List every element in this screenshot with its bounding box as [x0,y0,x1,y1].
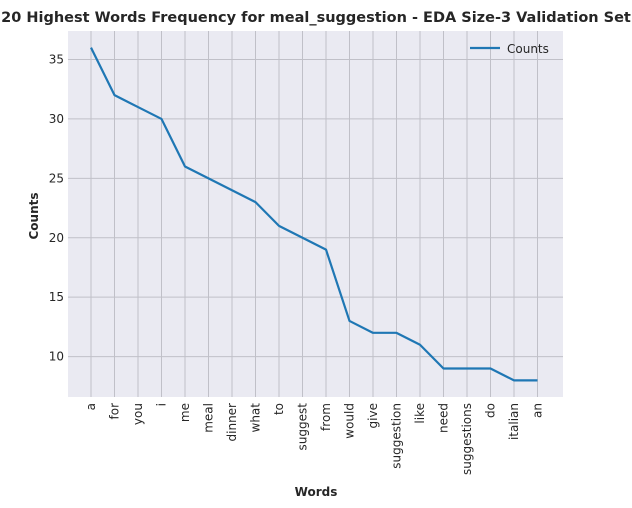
grid [68,31,563,397]
x-tick-label: i [155,403,169,406]
x-tick-label: meal [202,403,216,433]
series-line-counts [90,47,538,382]
x-tick-label: like [413,403,427,424]
y-tick-label: 10 [49,350,64,364]
x-tick-label: suggest [296,403,310,451]
y-axis-label: Counts [27,192,41,239]
x-tick-label: what [249,403,263,433]
x-tick-label: suggestions [460,403,474,475]
x-tick-label: dinner [225,403,239,442]
plot-area [68,31,563,397]
x-ticks: a for you i me meal dinner what to suggest from wou… [84,403,545,475]
x-tick-label: from [319,403,333,431]
x-tick-label: a [84,403,98,410]
x-tick-label: me [178,403,192,422]
x-tick-label: need [437,403,451,433]
x-tick-label: to [272,403,286,415]
x-tick-label: for [108,403,122,420]
y-tick-label: 15 [49,290,64,304]
x-tick-label: do [484,403,498,418]
x-tick-label: italian [507,403,521,440]
x-tick-label: you [131,403,145,425]
y-tick-label: 30 [49,112,64,126]
x-tick-label: would [343,403,357,439]
x-tick-label: give [366,403,380,428]
legend: Counts [470,42,549,56]
y-tick-label: 20 [49,231,64,245]
y-tick-label: 25 [49,171,64,185]
x-tick-label: an [531,403,545,418]
chart-title: 20 Highest Words Frequency for meal_sugg… [1,10,631,26]
x-axis-label: Words [295,485,338,499]
x-tick-label: suggestion [390,403,404,469]
y-ticks: 10 15 20 25 30 35 [49,53,64,364]
legend-label-counts: Counts [507,42,549,56]
y-tick-label: 35 [49,53,64,67]
